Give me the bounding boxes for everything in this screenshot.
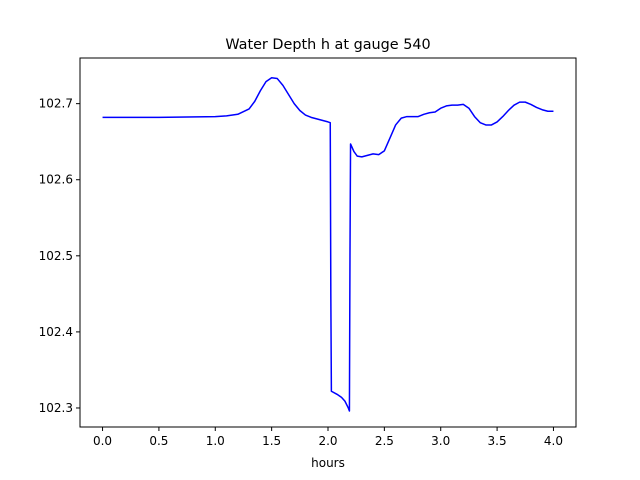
y-tick-label: 102.6 bbox=[39, 173, 73, 187]
x-tick-label: 2.5 bbox=[375, 434, 394, 448]
x-tick-label: 3.0 bbox=[431, 434, 450, 448]
chart-title: Water Depth h at gauge 540 bbox=[225, 37, 430, 53]
series-layer bbox=[102, 77, 554, 412]
y-tick-label: 102.3 bbox=[39, 401, 73, 415]
plot-frame bbox=[79, 57, 577, 428]
y-tick-label: 102.4 bbox=[39, 325, 73, 339]
x-tick-label: 2.0 bbox=[318, 434, 337, 448]
x-tick-label: 1.0 bbox=[206, 434, 225, 448]
y-axis-ticks: 102.3 102.4 102.5 102.6 102.7 bbox=[39, 97, 80, 415]
x-axis-ticks: 0.0 0.5 1.0 1.5 2.0 2.5 3.0 3.5 4.0 bbox=[93, 427, 563, 448]
x-tick-label: 0.0 bbox=[93, 434, 112, 448]
x-tick-label: 4.0 bbox=[544, 434, 563, 448]
x-tick-label: 1.5 bbox=[262, 434, 281, 448]
y-tick-label: 102.5 bbox=[39, 249, 73, 263]
x-tick-label: 3.5 bbox=[488, 434, 507, 448]
x-axis-title: hours bbox=[311, 456, 345, 470]
y-tick-label: 102.7 bbox=[39, 97, 73, 111]
series-line bbox=[102, 77, 554, 412]
x-tick-label: 0.5 bbox=[149, 434, 168, 448]
